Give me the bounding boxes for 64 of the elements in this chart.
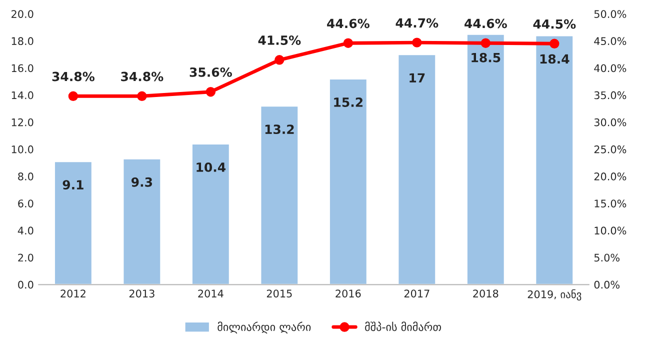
y2-tick-label: 10.0% [594, 226, 626, 235]
y-tick-label: 20.0 [12, 10, 34, 18]
legend-label: მშპ-ის მიმართ [365, 322, 442, 332]
point [274, 55, 284, 65]
y-tick-label: 18.0 [12, 37, 34, 46]
data-label: 41.5% [258, 36, 301, 45]
data-label: 18.5 [472, 52, 500, 62]
y-tick-label: 2.0 [18, 254, 34, 262]
x-tick-label: 2012 [60, 290, 86, 298]
y2-tick-label: 25.0% [594, 145, 626, 154]
bar [397, 54, 437, 285]
bar [260, 105, 300, 285]
bar [122, 158, 162, 285]
x-tick-label: 2015 [266, 290, 292, 298]
data-label: 15.2 [334, 98, 362, 107]
y2-tick-label: 15.0% [594, 200, 626, 208]
bar [466, 33, 506, 285]
point [343, 38, 354, 48]
data-label: 44.6% [464, 18, 507, 28]
y-tick-label: 16.0 [12, 64, 34, 72]
x-tick-label: 2019, იანვ [528, 289, 582, 301]
y2-tick-label: 45.0% [594, 37, 626, 46]
y-tick-label: 12.0 [12, 118, 34, 126]
data-label: 44.5% [533, 19, 576, 29]
data-label: 34.8% [52, 72, 94, 82]
point [480, 38, 491, 48]
data-label: 9.3 [132, 177, 152, 187]
y2-tick-label: 5.0% [594, 254, 620, 262]
point [68, 91, 78, 102]
data-label: 10.4 [196, 162, 226, 172]
y2-tick-label: 40.0% [594, 64, 626, 72]
y-tick-label: 6.0 [18, 200, 34, 208]
x-tick-label: 2016 [336, 290, 361, 298]
x-tick-label: 2018 [473, 290, 498, 298]
y-tick-label: 8.0 [18, 172, 34, 180]
bar [534, 34, 574, 285]
point [550, 38, 560, 49]
y-tick-label: 0.0 [18, 280, 34, 289]
bar [328, 78, 368, 285]
point [137, 91, 147, 102]
y-tick-label: 4.0 [18, 226, 34, 235]
data-label: 13.2 [265, 124, 294, 134]
y-tick-label: 14.0 [12, 91, 34, 100]
data-label: 44.6% [327, 18, 370, 28]
point [412, 38, 422, 48]
bar [54, 160, 93, 285]
y2-tick-label: 35.0% [594, 91, 626, 100]
x-tick-label: 2014 [198, 290, 224, 298]
data-label: 34.8% [121, 72, 164, 82]
bar [191, 143, 230, 285]
y-tick-label: 10.0 [12, 145, 34, 154]
data-label: 44.7% [396, 18, 438, 28]
legend-label: მილიარდი ლარი [218, 322, 311, 334]
y2-tick-label: 30.0% [594, 118, 626, 126]
data-label: 9.1 [62, 180, 84, 190]
point [206, 86, 216, 97]
y2-tick-label: 50.0% [594, 10, 626, 18]
x-tick-label: 2013 [129, 290, 154, 298]
data-label: 18.4 [540, 54, 570, 64]
y2-tick-label: 20.0% [594, 172, 626, 180]
y2-tick-label: 0.0% [594, 280, 620, 289]
data-label: 35.6% [190, 67, 232, 77]
data-label: 17 [410, 73, 425, 82]
x-tick-label: 2017 [404, 290, 430, 298]
